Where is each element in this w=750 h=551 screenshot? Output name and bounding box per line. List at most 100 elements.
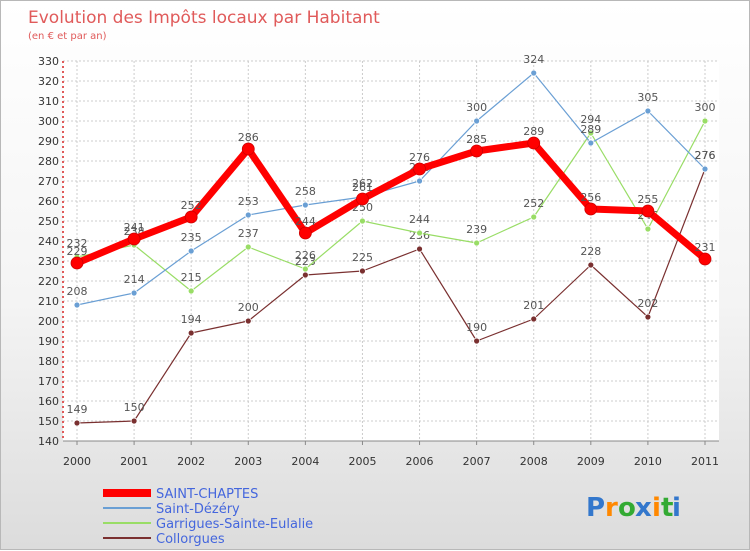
chart-subtitle: (en € et par an) [28,31,107,42]
data-label: 300 [695,101,716,114]
data-point [587,139,595,147]
data-point [530,315,538,323]
data-point [130,417,138,425]
y-tick-label: 220 [38,275,59,288]
data-label: 255 [637,193,658,206]
data-label: 305 [637,91,658,104]
x-tick-label: 2000 [63,455,91,468]
data-point [356,192,369,206]
data-point [416,229,423,237]
data-point [587,129,595,137]
data-label: 252 [181,199,202,212]
data-label: 190 [466,321,487,334]
data-point [416,245,423,253]
data-point [413,162,426,176]
data-label: 276 [695,149,716,162]
data-label: 201 [523,299,544,312]
logo-letter: o [618,493,636,523]
data-label: 215 [181,271,202,284]
y-tick-label: 280 [38,155,59,168]
data-label: 276 [409,151,430,164]
data-label: 194 [181,313,202,326]
y-tick-label: 300 [38,115,59,128]
data-point [184,210,198,224]
data-label: 289 [523,125,544,138]
data-point [127,232,141,246]
data-point [359,267,366,275]
logo-letter: i [672,493,681,523]
data-point [644,313,652,321]
data-label: 253 [238,195,259,208]
data-label: 285 [466,133,487,146]
data-point [70,256,84,270]
legend: SAINT-CHAPTESSaint-DézéryGarrigues-Saint… [103,487,313,547]
data-point [416,177,423,185]
data-point [73,301,81,309]
data-point [701,165,709,173]
data-label: 232 [67,237,88,250]
x-tick-label: 2007 [463,455,491,468]
y-tick-label: 330 [38,55,59,68]
x-tick-label: 2002 [177,455,205,468]
series-saint-chaptes: 229 241 252 286 244 261 276 285 289 256 255 231 [67,125,716,270]
data-label: 202 [637,297,658,310]
y-tick-label: 230 [38,255,59,268]
data-point [470,144,484,158]
data-label: 244 [409,213,430,226]
data-point [530,69,538,77]
data-point [587,261,595,269]
x-tick-label: 2004 [291,455,319,468]
series-line [76,120,706,292]
y-tick-label: 160 [38,395,59,408]
data-label: 289 [580,123,601,136]
data-point [241,142,255,156]
data-point [359,217,366,225]
data-point [187,247,195,255]
legend-label: Collorgues [156,532,225,547]
data-point [244,317,252,325]
data-point [301,201,309,209]
data-label: 229 [67,245,88,258]
data-point [473,337,481,345]
logo-letter: P [586,493,605,523]
logo-letter: x [635,493,652,523]
x-tick-label: 2003 [234,455,262,468]
data-point [527,136,541,150]
data-label: 258 [295,185,316,198]
y-tick-label: 250 [38,215,59,228]
data-point [244,211,252,219]
data-label: 300 [466,101,487,114]
y-tick-label: 270 [38,175,59,188]
x-tick-label: 2006 [406,455,434,468]
y-tick-label: 310 [38,95,59,108]
x-tick-label: 2005 [348,455,376,468]
data-point [641,204,655,218]
data-label: 252 [523,197,544,210]
y-tick-label: 260 [38,195,59,208]
y-tick-label: 240 [38,235,59,248]
data-label: 276 [695,149,716,162]
y-tick-label: 180 [38,355,59,368]
series-line [76,168,706,424]
legend-label: SAINT-CHAPTES [156,487,258,502]
data-point [301,265,309,273]
data-label: 237 [238,227,259,240]
x-tick-label: 2009 [577,455,605,468]
y-tick-label: 150 [38,415,59,428]
data-point [698,252,712,266]
data-label: 244 [295,215,316,228]
data-label: 231 [695,241,716,254]
data-point [244,243,252,251]
data-label: 228 [580,245,601,258]
series-line [75,139,708,267]
logo-letter: r [605,493,618,523]
logo-letter: i [652,493,661,523]
logo-letter: t [661,493,673,523]
data-label: 261 [352,181,373,194]
y-tick-label: 290 [38,135,59,148]
y-tick-label: 200 [38,315,59,328]
data-point [644,107,652,115]
y-tick-label: 210 [38,295,59,308]
x-tick-label: 2011 [691,455,719,468]
